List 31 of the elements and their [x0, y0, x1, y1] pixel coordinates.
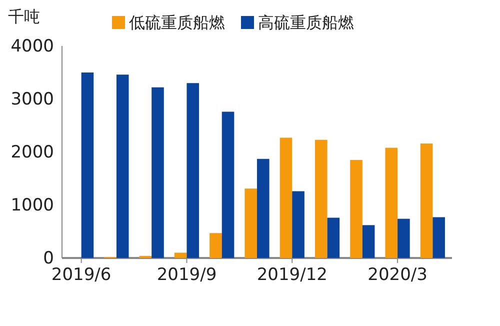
bar — [222, 112, 234, 258]
bar — [81, 72, 94, 258]
x-tick-label: 2019/6 — [51, 265, 112, 286]
bar — [314, 140, 328, 258]
bar — [432, 217, 445, 258]
y-tick-label: 3000 — [10, 89, 54, 110]
bar — [244, 188, 257, 258]
x-tick-label: 2019/9 — [156, 265, 217, 286]
bar — [292, 191, 304, 258]
legend-label: 高硫重质船燃 — [258, 13, 354, 32]
bar — [385, 148, 398, 258]
y-tick-label: 2000 — [10, 142, 54, 162]
bar — [350, 160, 362, 258]
bar — [210, 233, 222, 258]
bar — [280, 138, 292, 258]
y-tick-label: 4000 — [10, 36, 54, 56]
bar — [186, 83, 200, 258]
bar — [398, 218, 410, 258]
bar — [362, 225, 375, 258]
x-tick-label: 2019/12 — [256, 265, 328, 286]
x-tick-label: 2020/3 — [368, 265, 428, 286]
y-tick-label: 0 — [43, 248, 54, 268]
y-tick-label: 1000 — [10, 195, 54, 216]
y-axis-title: 千吨 — [8, 7, 40, 26]
bar — [116, 74, 129, 258]
bar — [174, 252, 187, 258]
legend-label: 低硫重质船燃 — [129, 13, 225, 32]
bar — [420, 144, 433, 258]
bar — [152, 87, 164, 258]
bar — [257, 158, 270, 258]
bar — [327, 218, 340, 258]
